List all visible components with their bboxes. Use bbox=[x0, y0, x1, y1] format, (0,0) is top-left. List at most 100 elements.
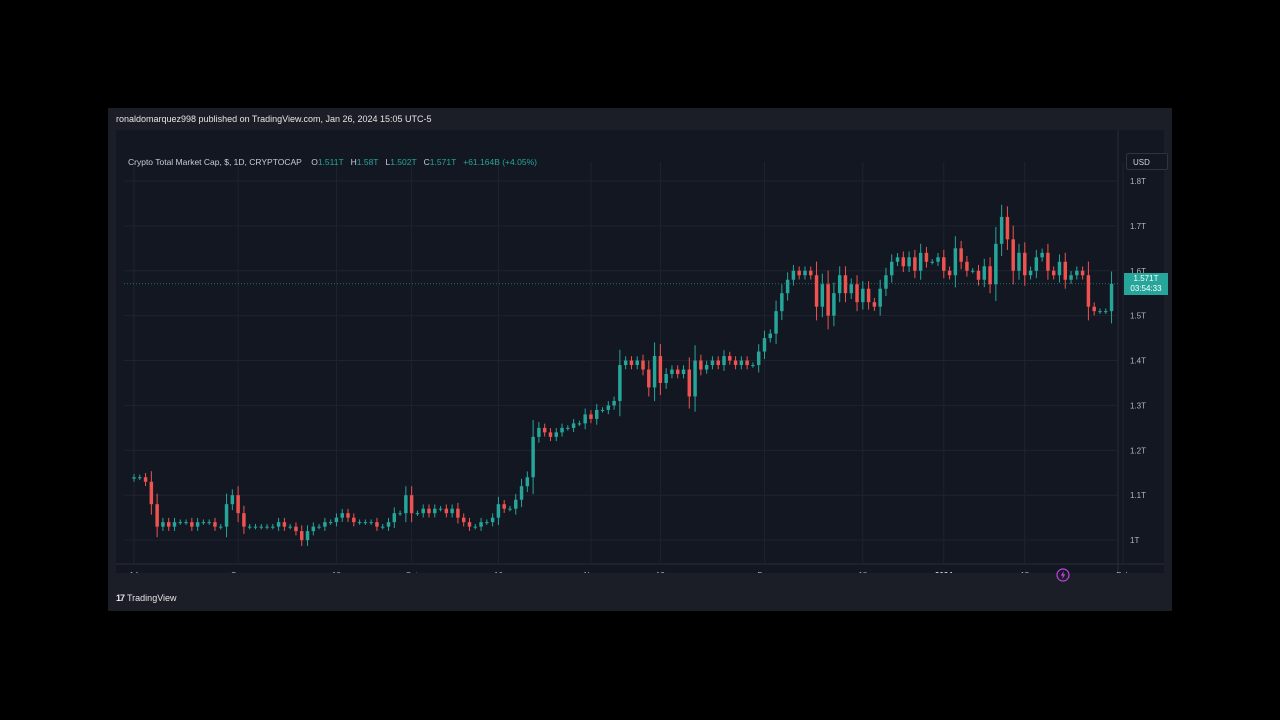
candle-body bbox=[224, 504, 229, 527]
candle-body bbox=[936, 257, 940, 262]
x-tick-label: Dec bbox=[757, 571, 771, 573]
candle-body bbox=[699, 360, 703, 370]
x-tick-label: 15 bbox=[1020, 571, 1029, 573]
x-tick-label: 13 bbox=[656, 571, 665, 573]
currency-selector[interactable]: USD bbox=[1126, 153, 1168, 170]
candle-body bbox=[352, 517, 356, 523]
candle-body bbox=[849, 284, 853, 294]
candle-body bbox=[901, 257, 906, 267]
y-tick-label: 1.6T bbox=[1130, 267, 1146, 276]
candle-body bbox=[826, 284, 830, 316]
chart-pane[interactable]: 1.8T1.7T1.6T1.5T1.4T1.3T1.2T1.1T1T900B14… bbox=[116, 130, 1168, 582]
candle-body bbox=[1005, 216, 1010, 240]
candle-body bbox=[647, 369, 651, 388]
candle-body bbox=[184, 522, 188, 524]
candle-body bbox=[1051, 270, 1056, 276]
candle-body bbox=[693, 360, 697, 397]
candle-body bbox=[1046, 252, 1050, 271]
candle-body bbox=[728, 356, 732, 361]
y-tick-label: 1.5T bbox=[1130, 312, 1146, 321]
candle-body bbox=[583, 414, 587, 424]
candle-body bbox=[872, 302, 877, 307]
close-value: 1.571T bbox=[429, 157, 457, 167]
candle-body bbox=[380, 526, 385, 528]
candle-body bbox=[1104, 311, 1108, 313]
candle-body bbox=[294, 526, 298, 532]
candle-body bbox=[207, 522, 211, 524]
candle-body bbox=[479, 522, 483, 527]
candle-body bbox=[288, 526, 292, 528]
candle-body bbox=[143, 477, 148, 482]
price-chart[interactable]: 1.8T1.7T1.6T1.5T1.4T1.3T1.2T1.1T1T900B14… bbox=[116, 130, 1164, 573]
candle-body bbox=[236, 495, 240, 514]
high-value: 1.58T bbox=[356, 157, 379, 167]
change-value: +61.164B (+4.05%) bbox=[463, 157, 537, 167]
candle-body bbox=[577, 423, 582, 425]
candle-body bbox=[820, 284, 825, 307]
y-tick-label: 1.1T bbox=[1130, 491, 1146, 500]
candle-body bbox=[959, 248, 963, 262]
x-tick-label: 14 bbox=[130, 571, 139, 573]
candle-body bbox=[722, 356, 726, 366]
candle-body bbox=[554, 432, 558, 437]
candle-body bbox=[837, 275, 842, 294]
brand-name: TradingView bbox=[127, 593, 177, 603]
candle-body bbox=[219, 526, 223, 528]
candle-body bbox=[976, 270, 981, 280]
candle-body bbox=[537, 427, 541, 437]
candle-body bbox=[334, 517, 339, 523]
candle-body bbox=[444, 508, 449, 514]
lightning-icon[interactable] bbox=[1056, 568, 1070, 582]
candle-body bbox=[213, 522, 217, 527]
candle-body bbox=[918, 252, 923, 271]
candle-body bbox=[704, 365, 709, 370]
candle-body bbox=[519, 486, 524, 500]
candle-body bbox=[346, 513, 350, 518]
candle-body bbox=[866, 288, 871, 303]
candle-body bbox=[687, 369, 692, 397]
candle-body bbox=[132, 477, 136, 479]
candle-body bbox=[398, 513, 402, 515]
candle-body bbox=[600, 409, 605, 411]
x-tick-label: Nov bbox=[584, 571, 598, 573]
candle-body bbox=[340, 513, 344, 518]
candle-body bbox=[780, 293, 784, 312]
open-value: 1.511T bbox=[317, 157, 344, 167]
candle-body bbox=[502, 504, 506, 509]
candle-body bbox=[664, 374, 668, 383]
x-tick-label: Sep bbox=[231, 571, 246, 573]
candle-body bbox=[814, 275, 819, 307]
candle-body bbox=[629, 360, 634, 366]
candle-body bbox=[681, 369, 686, 375]
candle-body bbox=[433, 508, 437, 514]
candle-body bbox=[566, 427, 570, 429]
candle-body bbox=[803, 270, 807, 276]
candle-body bbox=[311, 526, 316, 532]
candle-body bbox=[317, 526, 321, 528]
candle-body bbox=[1034, 257, 1039, 271]
candle-body bbox=[375, 522, 379, 527]
candle-body bbox=[363, 522, 368, 524]
candle-body bbox=[1063, 261, 1068, 280]
candle-body bbox=[1109, 283, 1114, 312]
candle-body bbox=[861, 288, 865, 303]
candle-body bbox=[1098, 311, 1102, 313]
candle-body bbox=[994, 243, 998, 285]
candle-body bbox=[670, 369, 674, 375]
candle-body bbox=[606, 405, 611, 410]
candle-body bbox=[832, 293, 836, 316]
candle-body bbox=[560, 427, 564, 433]
candle-body bbox=[300, 531, 304, 541]
candle-body bbox=[1023, 252, 1027, 276]
tradingview-brand[interactable]: 17 TradingView bbox=[116, 593, 177, 603]
x-tick-label: 2024 bbox=[935, 571, 953, 573]
candle-body bbox=[762, 338, 767, 352]
candle-body bbox=[392, 513, 397, 523]
candle-body bbox=[155, 504, 159, 527]
candle-body bbox=[461, 517, 466, 523]
candle-body bbox=[618, 365, 622, 401]
last-price-tag: 1.571T 03:54:33 bbox=[1124, 272, 1168, 295]
candle-body bbox=[386, 522, 391, 527]
candle-body bbox=[172, 522, 177, 527]
candle-body bbox=[201, 522, 206, 524]
